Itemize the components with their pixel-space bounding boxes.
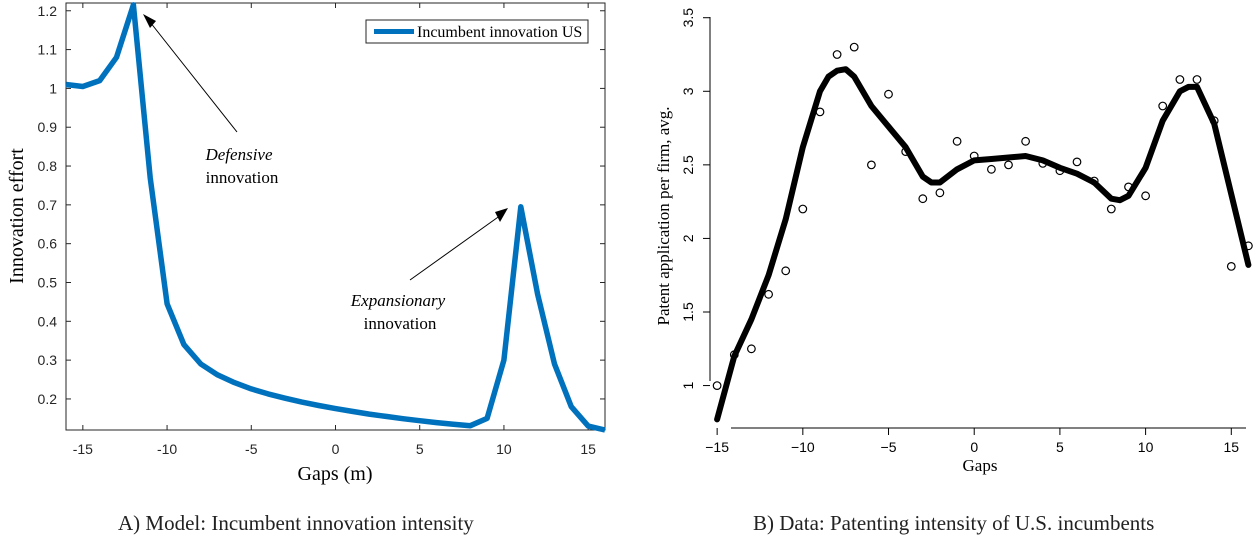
right-x-tick-label: −10: [791, 439, 815, 455]
left-x-axis-label: Gaps (m): [298, 463, 373, 485]
right-x-tick-label: 10: [1138, 439, 1154, 455]
right-x-tick-label: −5: [881, 439, 897, 455]
right-data-point: [1226, 262, 1236, 271]
left-legend: Incumbent innovation US: [365, 19, 589, 44]
right-y-tick-label: 1: [680, 381, 696, 389]
left-y-tick-label: 0.4: [38, 313, 58, 329]
left-y-tick-label: 0.3: [38, 352, 58, 368]
right-data-point: [849, 42, 859, 52]
right-data-point: [764, 289, 773, 299]
right-data-point: [884, 89, 893, 99]
right-data-point: [747, 344, 756, 354]
right-data-point: [867, 160, 876, 170]
left-annotation-expansionary: Expansionary innovation: [350, 208, 508, 333]
defensive-label: innovation: [206, 168, 279, 187]
left-x-tick-label: 10: [496, 441, 512, 457]
right-data-point: [987, 164, 996, 174]
right-y-ticks: 1 1.5 2 2.5 3 3.5: [680, 8, 710, 389]
caption-b-letter: B: [753, 511, 768, 535]
right-data-point: [1106, 204, 1116, 214]
left-y-tick-label: 0.8: [38, 158, 58, 174]
right-data-point: [1004, 160, 1013, 170]
left-x-ticks: -15 -10 -5 0 5 10 15: [73, 3, 596, 457]
right-y-tick-label: 2: [680, 234, 696, 242]
left-x-tick-label: -5: [245, 441, 258, 457]
right-x-tick-label: 15: [1224, 439, 1240, 455]
left-y-tick-label: 0.5: [38, 274, 58, 290]
right-chart: −15 −10 −5 0 5 10 15 1 1.5 2 2.5 3 3.5 Gaps Patent …: [654, 8, 1253, 475]
right-y-axis-label: Patent application per firm, avg.: [654, 106, 673, 325]
left-legend-label: Incumbent innovation US: [417, 24, 582, 41]
left-y-tick-label: 1.2: [38, 3, 58, 19]
caption-a-text: ) Model: Incumbent innovation intensity: [133, 511, 474, 535]
caption-a-letter: A: [118, 511, 134, 535]
left-y-tick-label: 1: [49, 80, 57, 96]
right-x-axis-label: Gaps: [963, 456, 998, 475]
expansionary-label: innovation: [364, 314, 437, 333]
left-y-tick-label: 0.9: [38, 119, 58, 135]
left-y-tick-label: 1.1: [38, 42, 58, 58]
right-data-point: [712, 381, 722, 391]
expansionary-arrowhead: [495, 208, 508, 222]
right-y-tick-label: 3: [680, 87, 696, 95]
right-x-ticks: −15 −10 −5 0 5 10 15: [705, 428, 1239, 455]
caption-a: A) Model: Incumbent innovation intensity: [118, 511, 474, 536]
right-smoothed-line: [714, 66, 1252, 423]
left-x-tick-label: 0: [332, 441, 340, 457]
left-series-line: [65, 2, 606, 433]
left-annotation-defensive: Defensive innovation: [143, 14, 279, 187]
right-data-point: [1141, 191, 1150, 201]
expansionary-arrow: [409, 214, 502, 281]
left-y-tick-label: 0.6: [38, 236, 58, 252]
right-data-point: [1072, 157, 1082, 167]
left-legend-box: [365, 19, 589, 44]
defensive-arrow: [149, 21, 238, 133]
right-y-tick-label: 1.5: [680, 302, 696, 322]
left-x-tick-label: 15: [580, 441, 596, 457]
left-x-tick-label: -15: [73, 441, 93, 457]
right-data-points: [712, 42, 1253, 391]
caption-b: B) Data: Patenting intensity of U.S. inc…: [753, 511, 1154, 536]
left-y-tick-label: 0.7: [38, 197, 58, 213]
left-x-tick-label: 5: [416, 441, 424, 457]
left-y-tick-label: 0.2: [38, 391, 58, 407]
caption-b-text: ) Data: Patenting intensity of U.S. incu…: [767, 511, 1155, 535]
right-data-point: [952, 136, 962, 146]
right-y-tick-label: 3.5: [680, 8, 696, 28]
left-chart: -15 -10 -5 0 5 10 15 0.2 0.3 0.4 0.5 0.6 0.7 0.8 0.9 1…: [6, 2, 606, 485]
left-x-tick-label: -10: [157, 441, 177, 457]
right-data-point: [1175, 75, 1185, 84]
expansionary-label-italic: Expansionary: [350, 291, 446, 310]
right-data-point: [1021, 136, 1030, 146]
left-y-ticks: 0.2 0.3 0.4 0.5 0.6 0.7 0.8 0.9 1 1.1 1.2: [38, 3, 605, 407]
right-x-tick-label: 5: [1056, 439, 1064, 455]
right-data-point: [918, 194, 928, 204]
defensive-arrowhead: [143, 14, 156, 28]
right-data-point: [1192, 75, 1202, 84]
right-x-tick-label: −15: [705, 439, 729, 455]
right-x-tick-label: 0: [970, 439, 978, 455]
right-data-point: [832, 50, 842, 59]
right-y-tick-label: 2.5: [680, 155, 696, 175]
right-data-point: [781, 266, 791, 276]
right-data-point: [1158, 101, 1168, 111]
right-data-point: [935, 188, 945, 198]
right-data-point: [798, 204, 808, 214]
defensive-label-italic: Defensive: [204, 145, 272, 164]
left-y-axis-label: Innovation effort: [6, 148, 28, 284]
